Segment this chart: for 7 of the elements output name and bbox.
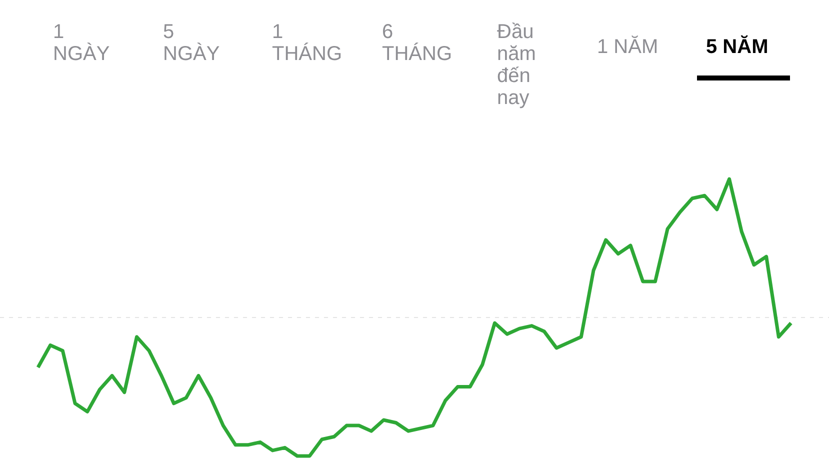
text: 1 NGÀY [53, 21, 110, 65]
text: 5 NĂM [706, 35, 768, 58]
text: 6 THÁNG [382, 21, 452, 65]
text: 1 NĂM [597, 35, 658, 58]
text: 1 THÁNG [272, 21, 342, 65]
text: 5 NGÀY [163, 21, 220, 65]
text: Đầu năm đến nay [497, 21, 536, 109]
